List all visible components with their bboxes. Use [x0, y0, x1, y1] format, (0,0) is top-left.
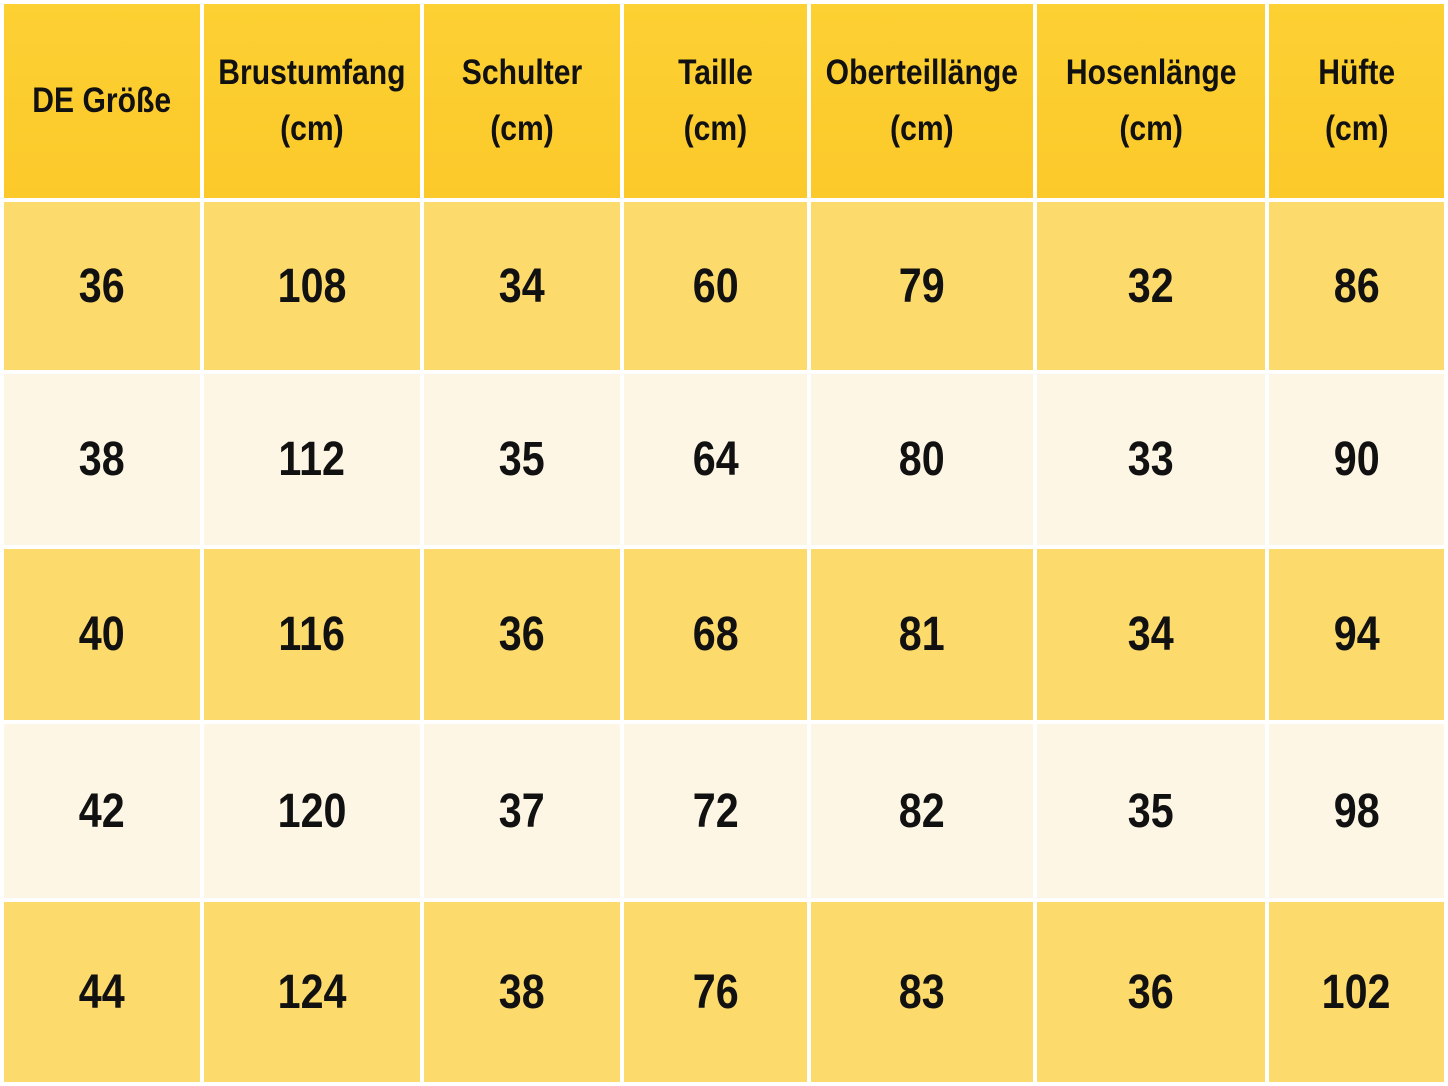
table-cell: 102: [1269, 902, 1444, 1082]
table-cell: 35: [1037, 724, 1265, 898]
table-cell: 112: [204, 374, 420, 545]
table-cell-text: 35: [1128, 784, 1174, 838]
table-cell: 116: [204, 549, 420, 720]
table-cell-text: 81: [899, 608, 945, 661]
table-cell: 64: [624, 374, 807, 545]
table-cell-text: 94: [1333, 608, 1380, 661]
table-cell: 38: [4, 374, 200, 545]
header-cell-text: Hüfte (cm): [1318, 53, 1395, 148]
table-cell-text: 32: [1128, 259, 1174, 313]
table-cell: 72: [624, 724, 807, 898]
table-cell-text: 82: [899, 784, 945, 838]
header-cell: Schulter (cm): [424, 4, 620, 198]
table-cell-text: 34: [1128, 608, 1174, 661]
header-cell: DE Größe: [4, 4, 200, 198]
table-cell-text: 64: [692, 433, 739, 486]
table-cell: 124: [204, 902, 420, 1082]
table-cell: 79: [811, 202, 1033, 370]
table-cell: 80: [811, 374, 1033, 545]
table-cell-text: 108: [277, 259, 347, 313]
table-cell-text: 124: [277, 965, 347, 1019]
header-cell-text: Taille (cm): [678, 53, 753, 148]
header-cell-text: Schulter (cm): [461, 53, 583, 148]
table-cell: 108: [204, 202, 420, 370]
table-cell-text: 42: [79, 784, 125, 838]
table-cell: 81: [811, 549, 1033, 720]
header-cell-text: Hosenlänge (cm): [1065, 53, 1237, 148]
table-cell: 60: [624, 202, 807, 370]
header-cell: Hosenlänge (cm): [1037, 4, 1265, 198]
header-cell-text: Brustumfang (cm): [218, 53, 406, 148]
table-cell-text: 83: [899, 965, 945, 1019]
table-cell-text: 34: [499, 259, 545, 313]
table-cell: 34: [1037, 549, 1265, 720]
table-cell: 37: [424, 724, 620, 898]
table-cell-text: 102: [1322, 965, 1391, 1019]
table-cell-text: 36: [79, 259, 125, 313]
table-cell-text: 40: [79, 608, 125, 661]
table-cell-text: 120: [277, 784, 347, 838]
table-cell-text: 35: [499, 433, 545, 486]
header-cell-text: DE Größe: [32, 81, 172, 120]
table-cell: 76: [624, 902, 807, 1082]
table-cell-text: 90: [1333, 433, 1380, 486]
table-cell: 36: [4, 202, 200, 370]
table-cell-text: 98: [1333, 784, 1380, 838]
table-cell: 83: [811, 902, 1033, 1082]
header-cell: Oberteillänge (cm): [811, 4, 1033, 198]
table-cell-text: 72: [692, 784, 739, 838]
header-cell: Taille (cm): [624, 4, 807, 198]
table-cell: 94: [1269, 549, 1444, 720]
header-cell: Brustumfang (cm): [204, 4, 420, 198]
table-cell-text: 60: [692, 259, 739, 313]
table-cell-text: 79: [899, 259, 945, 313]
table-cell-text: 44: [79, 965, 125, 1019]
header-cell-text: Oberteillänge (cm): [825, 53, 1019, 148]
table-cell-text: 33: [1128, 433, 1174, 486]
table-cell: 36: [424, 549, 620, 720]
table-cell: 42: [4, 724, 200, 898]
table-cell-text: 112: [278, 433, 346, 486]
table-cell: 44: [4, 902, 200, 1082]
table-cell-text: 36: [1128, 965, 1174, 1019]
table-cell-text: 38: [79, 433, 125, 486]
table-cell-text: 68: [692, 608, 739, 661]
table-cell: 33: [1037, 374, 1265, 545]
table-cell: 36: [1037, 902, 1265, 1082]
table-cell: 86: [1269, 202, 1444, 370]
table-cell: 68: [624, 549, 807, 720]
table-cell: 90: [1269, 374, 1444, 545]
table-cell-text: 116: [278, 608, 346, 661]
table-cell-text: 36: [499, 608, 545, 661]
header-cell: Hüfte (cm): [1269, 4, 1444, 198]
table-cell: 32: [1037, 202, 1265, 370]
table-cell-text: 80: [899, 433, 945, 486]
table-cell: 34: [424, 202, 620, 370]
table-cell: 40: [4, 549, 200, 720]
table-cell-text: 37: [499, 784, 545, 838]
table-cell-text: 38: [499, 965, 545, 1019]
table-cell: 35: [424, 374, 620, 545]
table-cell: 82: [811, 724, 1033, 898]
table-cell-text: 76: [692, 965, 739, 1019]
table-cell-text: 86: [1333, 259, 1380, 313]
table-cell: 38: [424, 902, 620, 1082]
table-cell: 98: [1269, 724, 1444, 898]
table-cell: 120: [204, 724, 420, 898]
